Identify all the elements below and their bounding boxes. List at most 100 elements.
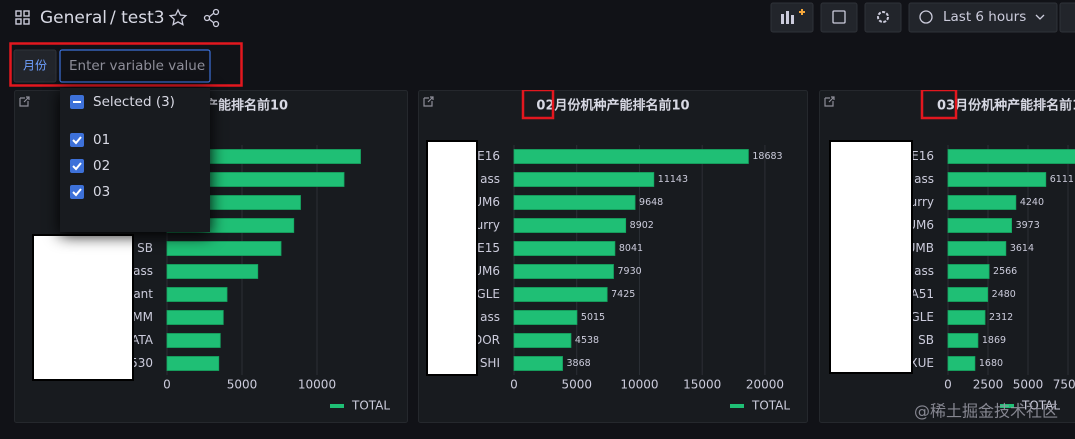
share-button[interactable] — [203, 8, 220, 28]
value-label: 3868 — [567, 358, 591, 369]
highlight-box — [920, 90, 958, 120]
value-label: 4538 — [575, 335, 599, 346]
y-tick-label: 530 — [130, 356, 153, 370]
value-label: 5015 — [581, 312, 605, 323]
bar — [947, 333, 979, 348]
x-tick-label: 5000 — [561, 378, 592, 392]
x-tick-label: 5000 — [227, 378, 258, 392]
check — [72, 136, 82, 145]
bar — [947, 241, 1007, 256]
y-tick-label: ass — [914, 172, 934, 186]
legend-swatch — [1000, 404, 1014, 408]
bar — [947, 218, 1012, 233]
legend-label: TOTAL — [351, 399, 390, 413]
variable-input[interactable] — [59, 49, 211, 83]
y-tick-label: XUE — [909, 356, 934, 370]
bar — [513, 287, 608, 302]
bar — [166, 287, 228, 302]
y-tick-label: urry — [476, 218, 500, 232]
value-label: 7930 — [617, 266, 641, 277]
x-tick-label: 15000 — [683, 378, 721, 392]
dashboard-title[interactable]: / test3 — [110, 8, 165, 28]
x-tick-label: 10000 — [298, 378, 336, 392]
bar — [166, 356, 220, 371]
star-button[interactable] — [168, 8, 188, 26]
value-label: 3973 — [1016, 220, 1040, 231]
y-tick-label: SHI — [480, 356, 500, 370]
y-tick-label: E16 — [477, 149, 500, 163]
y-tick-label: UM6 — [473, 195, 500, 209]
bar — [166, 264, 259, 279]
settings-button[interactable] — [864, 2, 902, 33]
bar — [513, 333, 572, 348]
variable-dropdown — [60, 88, 210, 232]
value-label: 6111 — [1050, 174, 1074, 185]
y-tick-label: ass — [133, 264, 153, 278]
value-label: 2480 — [992, 289, 1016, 300]
bar — [947, 287, 989, 302]
save-button[interactable] — [820, 2, 858, 33]
x-tick-label: 7500 — [1053, 378, 1075, 392]
add-panel-icon — [781, 9, 805, 24]
input-placeholder: Enter variable value — [69, 58, 205, 74]
panel: 02月份机种产能排名前10 0 5000 10000 15000 20000 E16 ass U… — [418, 90, 808, 423]
x-tick-label: 2500 — [973, 378, 1004, 392]
value-label: 7425 — [611, 289, 635, 300]
panel-title: 03月份机种产能排名前10 — [937, 98, 1075, 114]
y-tick-label: UM6 — [473, 264, 500, 278]
selected-count: Selected (3) — [93, 94, 175, 110]
option-checkbox[interactable] — [70, 159, 84, 173]
value-label: 3614 — [1010, 243, 1034, 254]
bar — [513, 149, 749, 164]
value-label: 4240 — [1020, 197, 1044, 208]
highlight-box — [521, 90, 555, 120]
legend-swatch — [330, 404, 344, 408]
value-label: 8041 — [619, 243, 643, 254]
dashboard-folder[interactable]: General — [40, 8, 107, 28]
time-picker[interactable] — [908, 2, 1058, 33]
bar — [166, 241, 282, 256]
bar — [947, 310, 986, 325]
time-range: Last 6 hours — [943, 9, 1026, 25]
option-label: 02 — [93, 158, 110, 174]
y-tick-label: UMB — [907, 241, 934, 255]
x-tick-label: 10000 — [620, 378, 658, 392]
value-label: 18683 — [752, 151, 782, 162]
panel-title: 产能排名前10 — [205, 98, 288, 114]
bar — [513, 241, 616, 256]
redaction — [32, 234, 134, 381]
y-tick-label: GLE — [910, 310, 934, 324]
y-tick-label: DOR — [473, 333, 500, 347]
value-label: 8902 — [630, 220, 654, 231]
panel: 03月份机种产能排名前10 0 2500 5000 7500 E16 ass urry UM6 U… — [819, 90, 1075, 423]
grid-icon — [15, 10, 30, 25]
bar — [947, 195, 1017, 210]
bar — [513, 218, 627, 233]
legend-swatch — [730, 404, 744, 408]
x-tick-label: 0 — [510, 378, 518, 392]
y-tick-label: ass — [914, 264, 934, 278]
bar — [513, 195, 636, 210]
bar — [947, 172, 1047, 187]
option-checkbox[interactable] — [70, 185, 84, 199]
y-tick-label: ant — [133, 287, 153, 301]
zoom-button[interactable] — [1059, 2, 1075, 33]
option-label: 03 — [93, 184, 110, 200]
bar — [166, 310, 224, 325]
y-tick-label: E16 — [911, 149, 934, 163]
bar — [513, 264, 614, 279]
panel-title: 02月份机种产能排名前10 — [536, 98, 689, 114]
option-checkbox[interactable] — [70, 133, 84, 147]
check — [72, 188, 82, 197]
legend-label: TOTAL — [751, 399, 790, 413]
value-label: 2312 — [989, 312, 1013, 323]
bar — [166, 333, 221, 348]
redaction — [829, 140, 913, 374]
value-label: 1869 — [982, 335, 1006, 346]
y-tick-label: SB — [918, 333, 934, 347]
y-tick-label: urry — [910, 195, 934, 209]
value-label: 2566 — [993, 266, 1017, 277]
